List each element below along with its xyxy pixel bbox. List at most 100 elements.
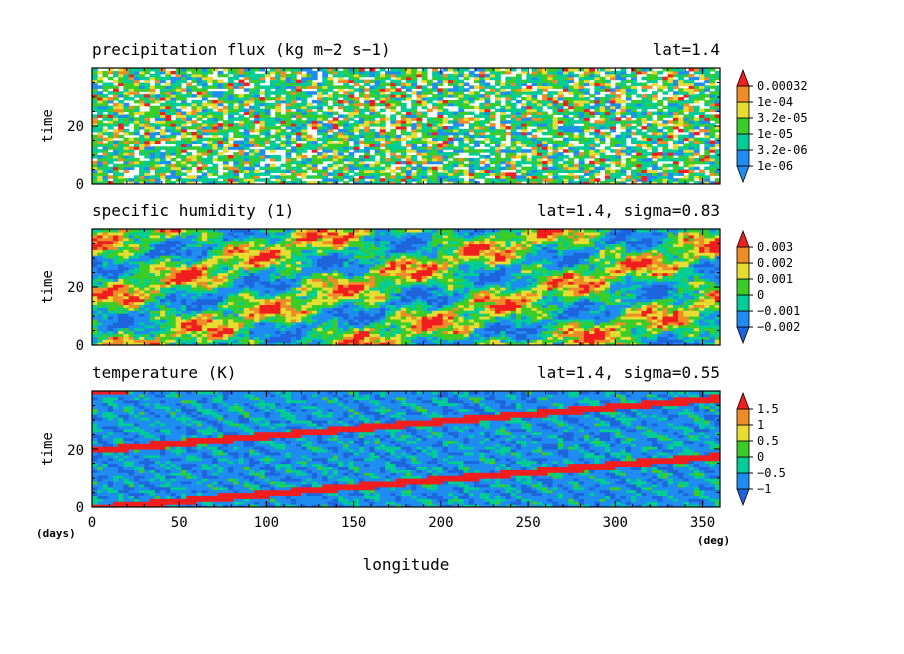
heatmap-cell	[139, 160, 145, 165]
heatmap-cell	[578, 91, 585, 95]
heatmap-cell	[97, 318, 104, 323]
heatmap-cell	[207, 120, 213, 124]
heatmap-cell	[458, 128, 465, 133]
heatmap-cell	[432, 169, 438, 173]
heatmap-cell	[678, 169, 684, 173]
heatmap-cell	[631, 160, 637, 165]
heatmap-cell	[348, 123, 355, 127]
heatmap-cell	[463, 327, 470, 332]
heatmap-cell	[196, 157, 203, 162]
heatmap-cell	[625, 330, 632, 334]
heatmap-cell	[337, 178, 344, 182]
heatmap-cell	[709, 91, 716, 95]
heatmap-cell	[573, 73, 580, 78]
heatmap-cell	[442, 137, 449, 142]
heatmap-cell	[259, 316, 266, 320]
heatmap-cell	[406, 123, 412, 127]
heatmap-cell	[296, 339, 302, 343]
heatmap-cell	[243, 155, 250, 159]
heatmap-cell	[484, 137, 491, 142]
heatmap-cell	[563, 137, 569, 142]
heatmap-cell	[458, 149, 465, 153]
heatmap-cell	[709, 73, 716, 78]
heatmap-cell	[578, 131, 585, 136]
heatmap-cell	[180, 327, 187, 332]
heatmap-cell	[646, 73, 653, 78]
heatmap-cell	[704, 123, 711, 127]
heatmap-cell	[411, 126, 418, 130]
heatmap-cell	[468, 181, 475, 184]
heatmap-cell	[180, 126, 187, 130]
heatmap-cell	[714, 117, 720, 121]
heatmap-cell	[165, 108, 172, 113]
heatmap-cell	[154, 97, 161, 101]
heatmap-cell	[348, 79, 355, 84]
heatmap-cell	[290, 102, 297, 107]
heatmap-cell	[594, 131, 601, 136]
heatmap-cell	[254, 94, 261, 98]
heatmap-cell	[631, 85, 637, 89]
heatmap-cell	[201, 333, 208, 337]
heatmap-cell	[463, 82, 470, 86]
heatmap-cell	[259, 172, 266, 176]
heatmap-cell	[547, 70, 554, 75]
heatmap-cell	[322, 137, 329, 142]
heatmap-cell	[337, 324, 344, 329]
heatmap-cell	[531, 318, 538, 323]
heatmap-cell	[233, 321, 240, 326]
heatmap-cell	[395, 157, 402, 162]
heatmap-cell	[296, 97, 302, 101]
heatmap-cell	[709, 324, 716, 329]
heatmap-cell	[160, 70, 166, 75]
heatmap-cell	[306, 94, 313, 98]
heatmap-cell	[207, 160, 213, 165]
heatmap-cell	[175, 178, 182, 182]
heatmap-cell	[144, 111, 151, 115]
heatmap-cell	[406, 94, 412, 98]
heatmap-cell	[379, 152, 386, 156]
heatmap-cell	[521, 160, 527, 165]
heatmap-cell	[610, 321, 616, 326]
heatmap-cell	[704, 146, 711, 150]
heatmap-cell	[693, 131, 700, 136]
heatmap-cell	[327, 333, 334, 337]
heatmap-cell	[589, 330, 595, 334]
heatmap-cell	[249, 114, 255, 118]
heatmap-cell	[552, 342, 559, 345]
heatmap-cell	[301, 146, 308, 150]
heatmap-cell	[353, 128, 360, 133]
heatmap-cell	[285, 131, 292, 136]
heatmap-cell	[531, 73, 538, 78]
heatmap-cell	[636, 157, 643, 162]
heatmap-cell	[92, 152, 98, 156]
heatmap-cell	[290, 160, 297, 165]
heatmap-cell	[212, 342, 219, 345]
heatmap-cell	[149, 321, 156, 326]
heatmap-cell	[332, 155, 339, 159]
heatmap-cell	[704, 321, 711, 326]
heatmap-cell	[510, 324, 517, 329]
heatmap-cell	[463, 105, 470, 110]
heatmap-cell	[269, 120, 276, 124]
heatmap-cell	[536, 160, 543, 165]
heatmap-cell	[447, 143, 454, 147]
heatmap-cell	[636, 172, 643, 176]
heatmap-cell	[620, 140, 627, 144]
heatmap-cell	[144, 85, 151, 89]
heatmap-cell	[578, 114, 585, 118]
heatmap-cell	[311, 149, 318, 153]
heatmap-cell	[672, 70, 679, 75]
heatmap-cell	[222, 97, 229, 101]
heatmap-cell	[589, 105, 595, 110]
heatmap-cell	[180, 163, 187, 168]
heatmap-cell	[238, 339, 245, 343]
heatmap-cell	[348, 324, 355, 329]
heatmap-cell	[432, 140, 438, 144]
heatmap-cell	[337, 342, 344, 345]
heatmap-cell	[207, 152, 213, 156]
heatmap-cell	[426, 166, 433, 171]
heatmap-cell	[599, 321, 606, 326]
heatmap-cell	[160, 76, 166, 81]
heatmap-cell	[212, 163, 219, 168]
heatmap-cell	[353, 140, 360, 144]
